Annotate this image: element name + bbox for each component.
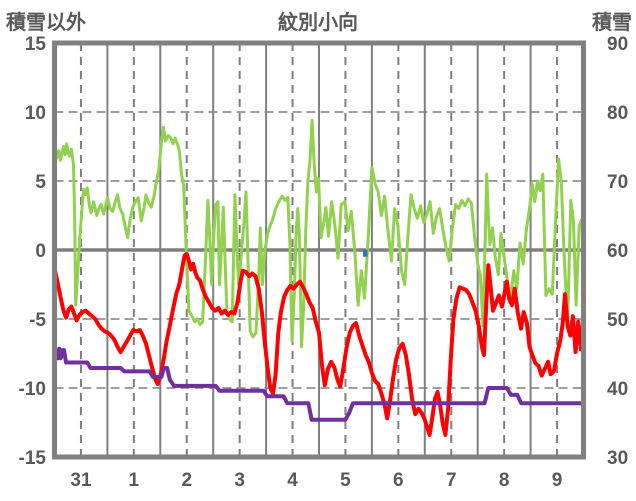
- snow-depth-purple: [52, 346, 586, 422]
- left-axis-tick: 0: [35, 241, 46, 262]
- left-axis-tick: -5: [29, 310, 46, 331]
- right-axis-tick: 50: [607, 310, 628, 331]
- plot-border: [52, 40, 586, 460]
- x-axis-tick: 6: [393, 470, 404, 491]
- left-axis-tick: -10: [19, 379, 46, 400]
- left-axis-tick: 10: [25, 103, 46, 124]
- left-axis-tick: 15: [25, 34, 47, 55]
- x-axis-tick: 5: [340, 470, 351, 491]
- chart-title: 紋別小向: [278, 12, 358, 34]
- right-axis-tick: 30: [607, 448, 628, 469]
- x-axis-tick: 9: [552, 470, 563, 491]
- left-axis-tick: 5: [35, 172, 46, 193]
- right-axis-tick: 90: [607, 34, 628, 55]
- right-axis-tick: 40: [607, 379, 628, 400]
- red-line: [52, 252, 586, 437]
- right-axis-title: 積雪: [592, 12, 632, 34]
- right-axis-tick: 70: [607, 172, 628, 193]
- right-axis-tick: 60: [607, 241, 628, 262]
- blue-marker: [363, 249, 368, 257]
- x-axis-tick: 7: [446, 470, 457, 491]
- x-axis-tick: 31: [70, 470, 92, 491]
- x-axis-tick: 3: [234, 470, 245, 491]
- x-axis-tick: 1: [129, 470, 140, 491]
- green-line: [53, 118, 585, 349]
- right-axis-tick: 80: [607, 103, 628, 124]
- left-axis-title: 積雪以外: [6, 12, 86, 34]
- x-axis-tick: 8: [499, 470, 510, 491]
- left-axis-tick: -15: [19, 448, 47, 469]
- x-axis-tick: 4: [287, 470, 298, 491]
- x-axis-tick: 2: [181, 470, 192, 491]
